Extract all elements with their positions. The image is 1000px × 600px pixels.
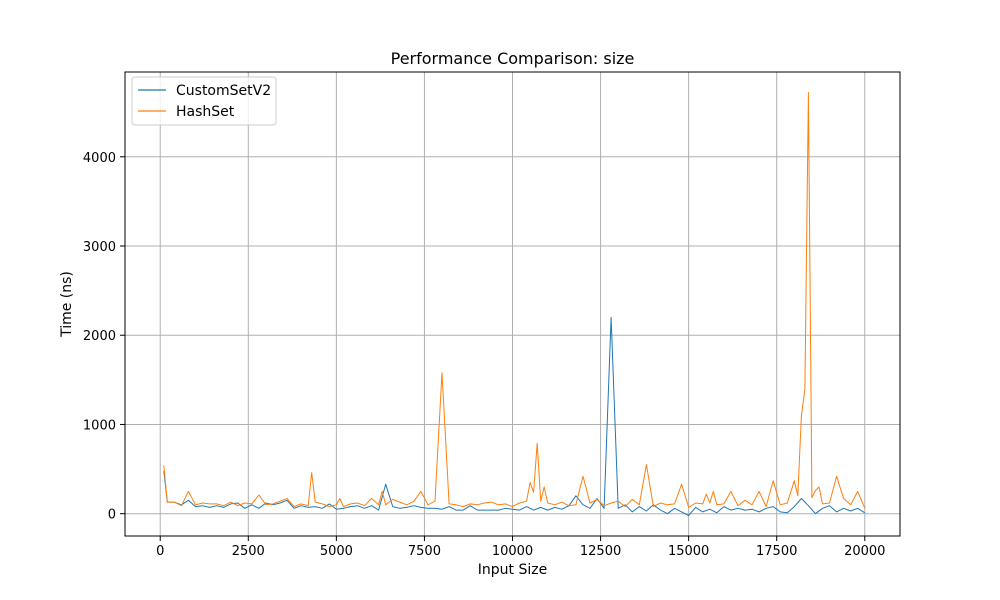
y-tick-label: 1000 bbox=[83, 418, 116, 433]
series-line-customsetv2 bbox=[163, 316, 866, 516]
x-tick-label: 15000 bbox=[668, 544, 709, 559]
y-tick-label: 2000 bbox=[83, 329, 116, 344]
legend: CustomSetV2 HashSet bbox=[131, 76, 277, 126]
grid bbox=[125, 72, 900, 536]
series-line-hashset bbox=[163, 92, 866, 509]
y-axis: 0 1000 2000 3000 4000 bbox=[83, 151, 125, 523]
y-tick-label: 0 bbox=[108, 508, 116, 523]
y-tick-label: 4000 bbox=[83, 151, 116, 166]
series-layer bbox=[163, 92, 866, 516]
x-tick-label: 12500 bbox=[580, 544, 621, 559]
x-axis: 0 2500 5000 7500 10000 12500 15000 17500 20000 bbox=[156, 536, 885, 559]
legend-label-hashset: HashSet bbox=[176, 104, 235, 120]
x-tick-label: 7500 bbox=[408, 544, 441, 559]
x-axis-label: Input Size bbox=[478, 562, 547, 578]
legend-label-customsetv2: CustomSetV2 bbox=[176, 83, 271, 99]
x-tick-label: 2500 bbox=[232, 544, 265, 559]
legend-box bbox=[131, 76, 277, 126]
x-tick-label: 10000 bbox=[492, 544, 533, 559]
chart-title: Performance Comparison: size bbox=[391, 49, 635, 68]
x-tick-label: 17500 bbox=[756, 544, 797, 559]
x-tick-label: 20000 bbox=[844, 544, 885, 559]
y-tick-label: 3000 bbox=[83, 240, 116, 255]
x-tick-label: 0 bbox=[156, 544, 164, 559]
y-axis-label: Time (ns) bbox=[59, 271, 75, 338]
x-tick-label: 5000 bbox=[320, 544, 353, 559]
